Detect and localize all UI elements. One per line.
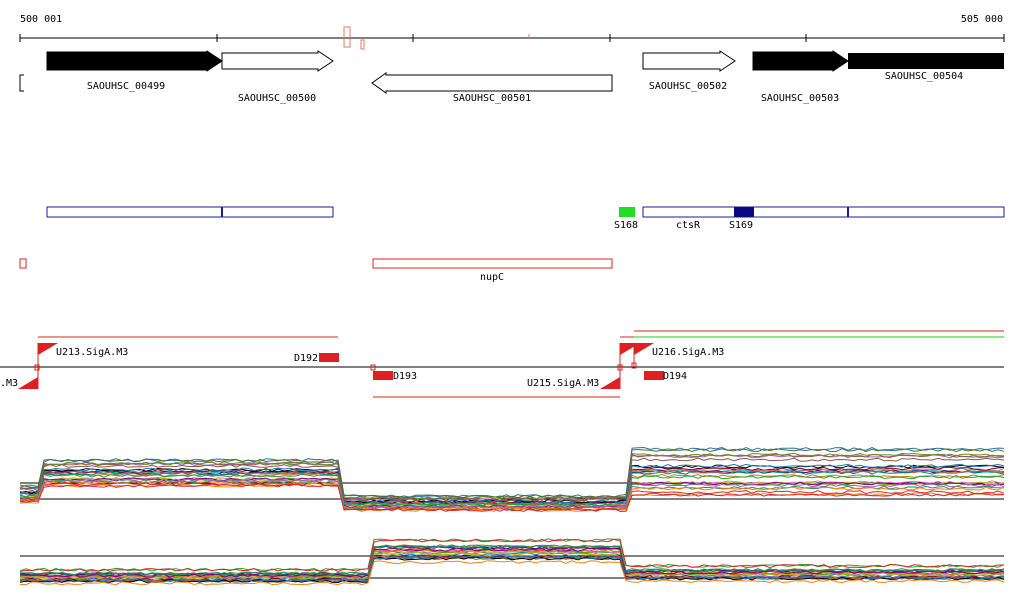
gene-arrow-00504[interactable] — [848, 53, 1004, 69]
ruler-marker — [343, 26, 351, 48]
promoter-label-u213: U213.SigA.M3 — [56, 347, 128, 358]
ruler-marker — [360, 39, 365, 50]
nupc-label: nupC — [480, 272, 504, 283]
expression-line — [19, 556, 1005, 584]
promoter-label-overlap: U216.SigA.M3 — [652, 347, 724, 358]
gene-arrow-00500[interactable] — [221, 50, 334, 72]
expression-line — [19, 538, 1005, 572]
gene-label-00501: SAOUHSC_00501 — [453, 93, 531, 104]
gene-label-00500: SAOUHSC_00500 — [238, 93, 316, 104]
expression-line — [19, 473, 1005, 507]
gene-arrow-00503[interactable] — [752, 50, 849, 72]
promoter-tick — [617, 364, 623, 371]
transcript-box[interactable] — [46, 206, 334, 218]
gene-label-00504: SAOUHSC_00504 — [885, 71, 963, 82]
expression-line — [19, 478, 1005, 510]
gene-arrow-00502[interactable] — [642, 50, 736, 72]
feature-label-s168: S168 — [614, 220, 638, 231]
expression-line — [19, 555, 1005, 583]
promoter-tick — [34, 364, 40, 371]
gene-track: SAOUHSC_00499 SAOUHSC_00500 SAOUHSC_0050… — [19, 50, 1004, 104]
promoter-label-left: .M3 — [0, 378, 18, 389]
promoter-label-u215: U215.SigA.M3 — [527, 378, 599, 389]
terminator-d194[interactable] — [644, 371, 664, 380]
terminator-label-d193: D193 — [393, 371, 417, 382]
expression-line — [19, 548, 1005, 579]
promoter-tick — [631, 362, 637, 369]
promoter-flag — [38, 343, 58, 355]
nup-track: nupC — [19, 258, 613, 283]
ruler-ticks — [19, 34, 1005, 42]
expression-line — [19, 452, 1005, 500]
gene-label-00502: SAOUHSC_00502 — [649, 81, 727, 92]
promoter-flag — [18, 377, 38, 389]
transcript-track: S168 ctsR S169 — [46, 206, 1005, 231]
gene-arrow-00499[interactable] — [46, 50, 223, 72]
terminator-d192[interactable] — [319, 353, 339, 362]
expression-track-upper — [19, 446, 1005, 512]
expression-line — [19, 560, 1005, 586]
coordinate-ruler: 500 001 505 000 — [19, 14, 1005, 50]
terminator-label-d192: D192 — [294, 353, 318, 364]
expression-line — [19, 480, 1005, 511]
expression-line — [19, 457, 1005, 502]
gene-fragment-left — [19, 74, 24, 92]
promoter-track: .M3 U213.SigA.M3 D192 D193 U215.SigA.M3 … — [0, 330, 1004, 398]
gene-label-00503: SAOUHSC_00503 — [761, 93, 839, 104]
feature-label-s169: S169 — [729, 220, 753, 231]
nup-fragment — [19, 258, 27, 269]
expression-line — [19, 547, 1005, 578]
expression-line — [19, 538, 1004, 573]
transcript-box[interactable] — [642, 206, 1005, 218]
terminator-d193[interactable] — [373, 371, 393, 380]
promoter-flag — [600, 377, 620, 389]
promoter-tick — [370, 364, 376, 371]
nupc-box[interactable] — [372, 258, 613, 269]
feature-label-ctsr: ctsR — [676, 220, 701, 231]
ruler-start-label: 500 001 — [20, 14, 62, 25]
expression-line — [19, 482, 1005, 512]
expression-line — [19, 544, 1005, 576]
terminator-label-d194: D194 — [663, 371, 687, 382]
expression-line — [19, 483, 1005, 512]
feature-s169[interactable] — [734, 207, 754, 217]
expression-line — [19, 551, 1005, 581]
feature-s168[interactable] — [619, 207, 635, 217]
expression-line — [19, 448, 1005, 499]
expression-track-lower — [19, 538, 1005, 586]
promoter-flag — [634, 343, 654, 355]
ruler-end-label: 505 000 — [961, 14, 1003, 25]
gene-label-00499: SAOUHSC_00499 — [87, 81, 165, 92]
gene-arrow-00501[interactable] — [371, 72, 613, 94]
